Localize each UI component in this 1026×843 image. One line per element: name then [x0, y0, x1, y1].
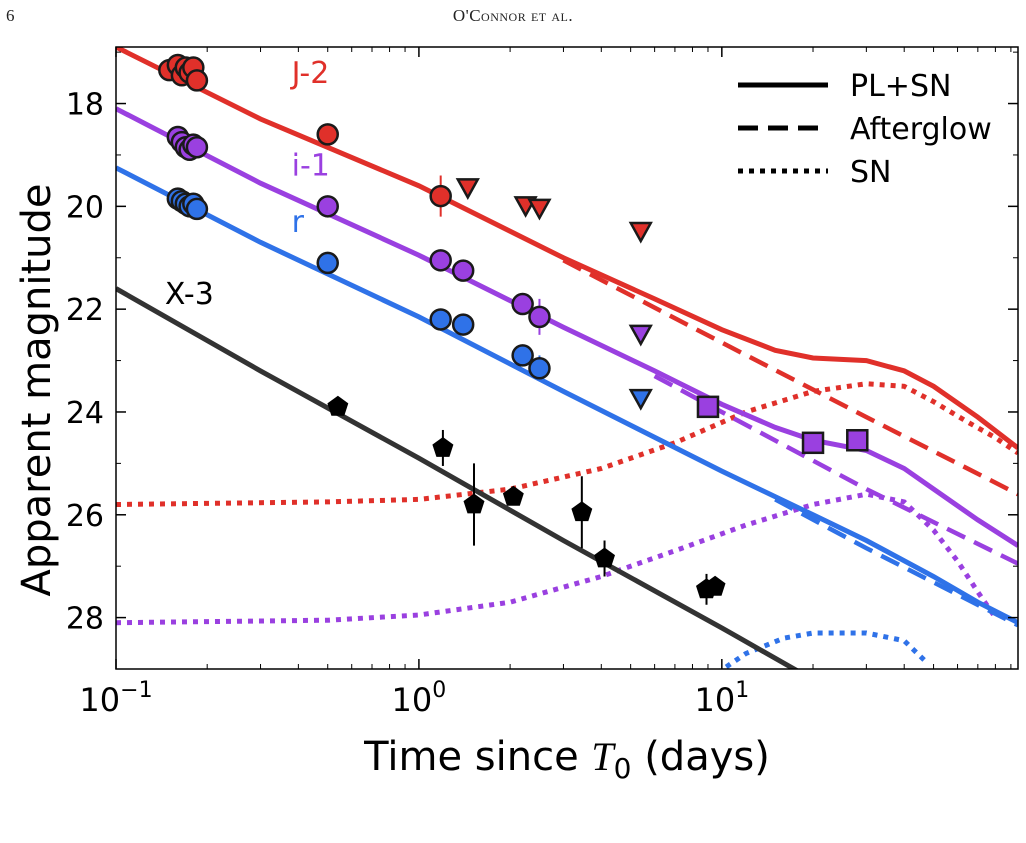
series-label-x-3: X-3: [165, 277, 214, 312]
x-tick-exponent: 0: [432, 678, 446, 703]
x-tick-base: 10: [392, 681, 433, 719]
x-tick-label: 10−1: [79, 678, 152, 719]
x-tick-label: 101: [694, 678, 749, 719]
xray-point-x-3: [502, 485, 524, 506]
data-point-r: [185, 197, 209, 221]
data-point-i-1: [429, 249, 452, 272]
data-point-j-2: [185, 69, 209, 92]
legend: PL+SN Afterglow SN: [738, 69, 992, 190]
page-number: 6: [6, 6, 15, 25]
data-point-r: [429, 308, 452, 331]
afterglow-curve-r: [774, 497, 1018, 628]
square-point-i-1: [846, 428, 869, 452]
x-axis-label-unit: (days): [631, 734, 769, 780]
upper-limit-i-1: [628, 324, 653, 347]
data-point-i-1: [511, 292, 534, 316]
x-tick-base: 10: [79, 681, 120, 719]
xray-point-x-3: [463, 493, 485, 514]
data-point-i-1: [316, 195, 339, 218]
x-axis-label-main: Time since: [363, 734, 591, 780]
plsn-curve-r: [116, 165, 1018, 625]
series-label-i-1: i-1: [292, 149, 330, 184]
data-point-i-1: [185, 135, 209, 159]
data-point-j-2: [316, 123, 339, 146]
data-point-r: [316, 251, 339, 275]
x-tick-exponent: 1: [735, 678, 749, 703]
sn-curve-r: [718, 630, 930, 669]
xray-point-x-3: [571, 501, 593, 522]
series-label-r: r: [292, 205, 305, 240]
data-point-r: [451, 313, 475, 336]
plsn-curve-i-1: [116, 106, 1018, 548]
xray-point-x-3: [594, 547, 615, 568]
data-point-i-1: [451, 259, 475, 282]
afterglow-curve-j-2: [562, 258, 1018, 497]
upper-limit-j-2: [455, 178, 480, 200]
square-point-i-1: [801, 431, 825, 455]
legend-label: PL+SN: [850, 69, 951, 104]
x-tick-label: 100: [392, 678, 447, 719]
y-axis-label: Apparent magnitude: [14, 184, 60, 597]
plsn-curve-x-3: [116, 286, 800, 669]
y-tick-label: 28: [66, 602, 104, 637]
series-label-j-2: J-2: [290, 56, 330, 91]
sn-curve-i-1: [116, 491, 998, 626]
y-tick-label: 24: [66, 396, 104, 431]
x-axis-label-subscript: 0: [614, 752, 632, 785]
data-point-r: [528, 357, 551, 380]
y-tick-label: 18: [66, 88, 104, 123]
upper-limit-r: [628, 388, 653, 411]
x-axis-label-symbol: T: [591, 734, 616, 779]
y-tick-label: 26: [66, 499, 104, 534]
xray-point-x-3: [432, 437, 454, 457]
y-tick-label: 22: [66, 293, 104, 328]
xray-point-x-3: [704, 575, 726, 596]
data-point-i-1: [528, 305, 551, 329]
afterglow-curve-i-1: [653, 374, 1018, 566]
legend-label: SN: [850, 155, 891, 190]
legend-label: Afterglow: [850, 112, 992, 147]
running-head: O'Connor et al.: [452, 6, 574, 25]
xray-point-x-3: [327, 395, 349, 416]
square-point-i-1: [696, 395, 720, 419]
data-point-j-2: [429, 184, 452, 208]
x-axis-label: Time since T0 (days): [363, 734, 770, 785]
upper-limit-j-2: [527, 198, 552, 221]
plot-frame: [115, 46, 1019, 670]
y-tick-label: 20: [66, 190, 104, 225]
x-tick-base: 10: [694, 681, 735, 719]
sn-curve-j-2: [116, 381, 1018, 507]
plsn-curve-j-2: [116, 47, 1018, 450]
data-point-r: [511, 344, 534, 367]
x-tick-exponent: −1: [120, 678, 152, 703]
upper-limit-j-2: [628, 221, 653, 244]
